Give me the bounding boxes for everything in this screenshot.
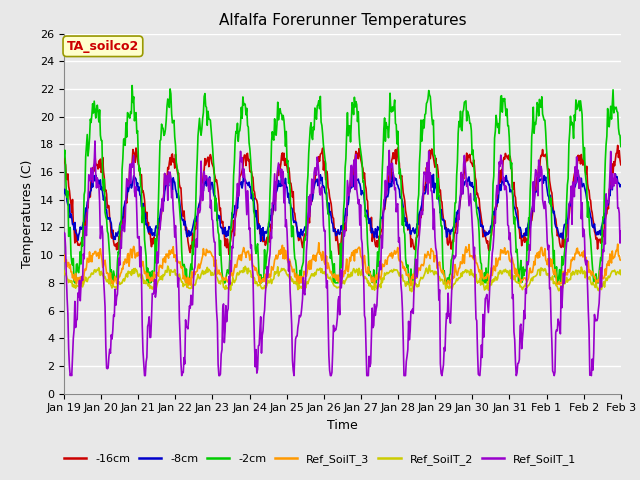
X-axis label: Time: Time <box>327 419 358 432</box>
Title: Alfalfa Forerunner Temperatures: Alfalfa Forerunner Temperatures <box>219 13 466 28</box>
Legend: -16cm, -8cm, -2cm, Ref_SoilT_3, Ref_SoilT_2, Ref_SoilT_1: -16cm, -8cm, -2cm, Ref_SoilT_3, Ref_Soil… <box>60 450 580 469</box>
Y-axis label: Temperatures (C): Temperatures (C) <box>22 159 35 268</box>
Text: TA_soilco2: TA_soilco2 <box>67 40 139 53</box>
